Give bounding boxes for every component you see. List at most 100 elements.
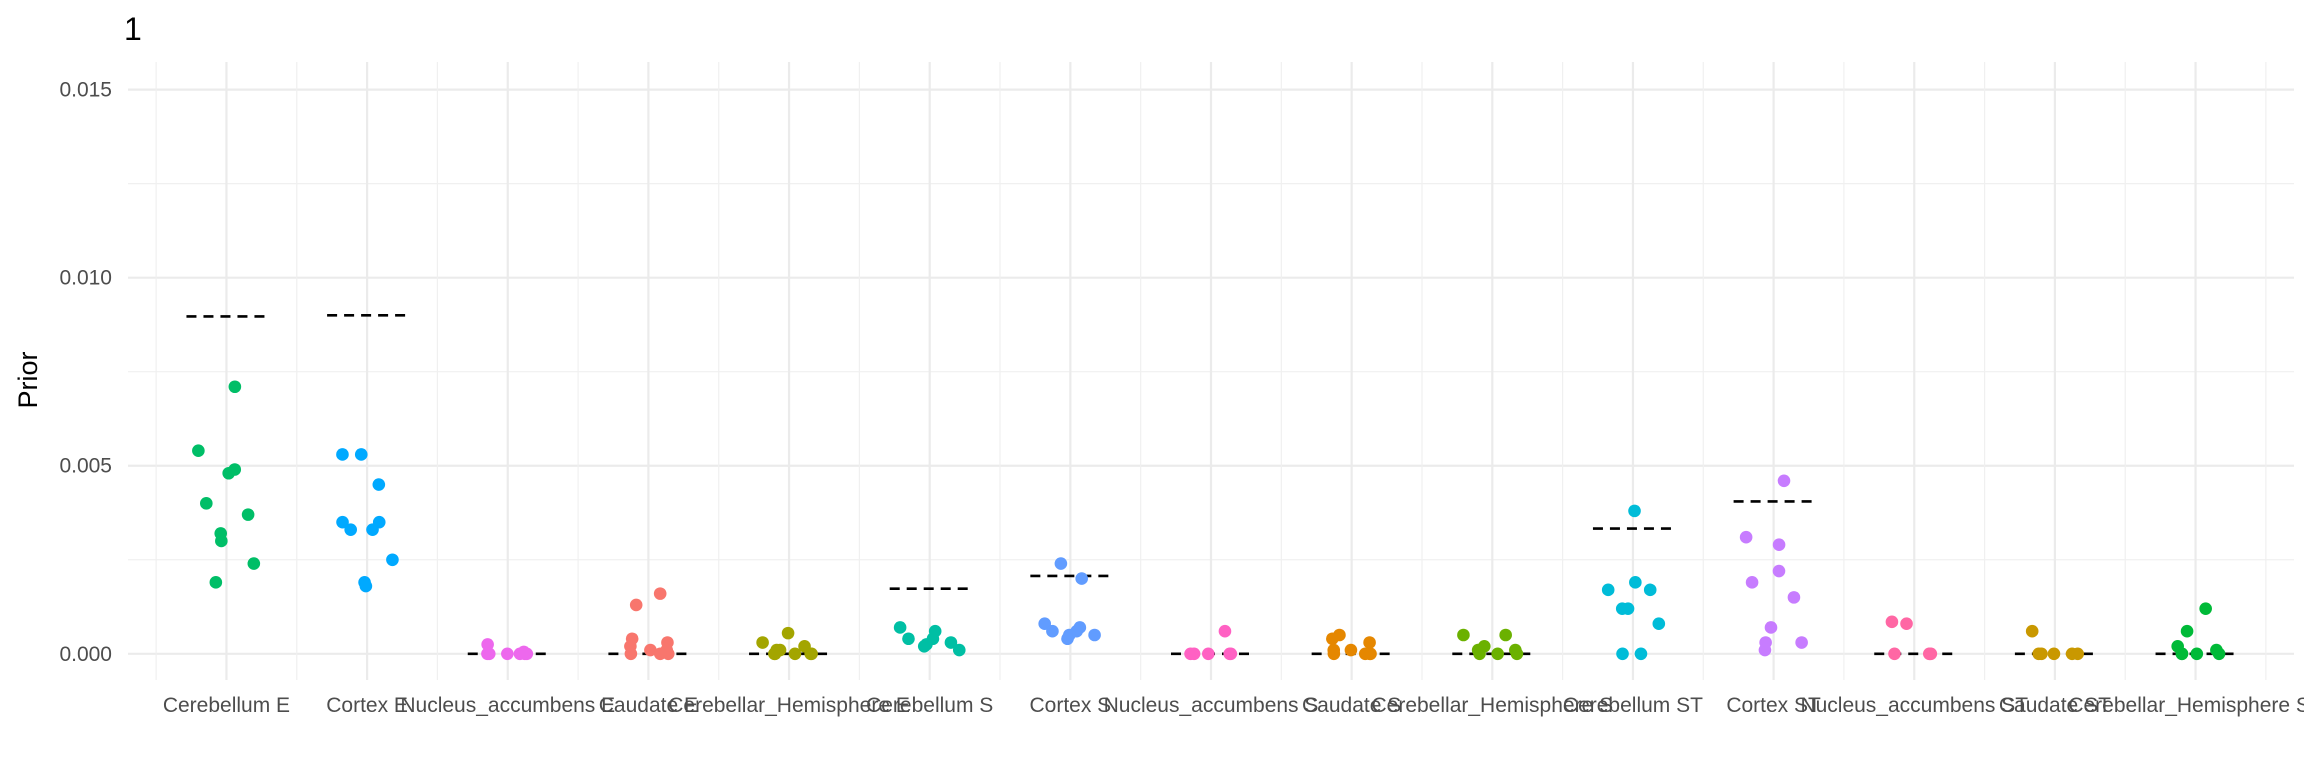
data-point	[1745, 576, 1759, 589]
x-tick-label: Caudate ST	[1999, 694, 2111, 717]
data-point	[902, 632, 915, 646]
x-tick-label: Cerebellar_Hemisphere ST	[2068, 694, 2304, 717]
data-point	[1075, 572, 1088, 585]
data-point	[1038, 617, 1052, 631]
data-point	[1601, 583, 1615, 597]
y-tick-label: 0.010	[59, 267, 112, 290]
data-point	[2190, 647, 2204, 661]
x-tick-label: Nucleus_accumbens S	[1104, 694, 1319, 717]
x-tick-label: Cerebellum S	[866, 694, 993, 717]
data-point	[200, 497, 213, 510]
data-point	[1224, 647, 1238, 661]
data-point	[2212, 647, 2226, 661]
data-point	[354, 448, 368, 461]
data-point	[222, 466, 235, 480]
data-point	[1358, 647, 1372, 661]
data-point	[336, 448, 349, 461]
data-point	[513, 647, 527, 661]
chart-title: 1	[124, 11, 142, 47]
data-point	[1061, 632, 1074, 646]
y-tick-label: 0.005	[59, 455, 112, 478]
data-point	[2180, 624, 2194, 638]
x-tick-label: Cerebellar_Hemisphere E	[668, 694, 910, 717]
data-point	[653, 647, 667, 661]
data-point	[1888, 647, 1901, 661]
data-point	[482, 647, 496, 661]
data-point	[366, 523, 379, 536]
y-axis-ticks: 0.000 0.005 0.010 0.015	[59, 79, 112, 666]
data-point	[2071, 647, 2084, 661]
data-point	[1088, 628, 1101, 642]
data-point	[944, 636, 958, 649]
data-point	[2047, 647, 2061, 661]
data-point	[481, 638, 494, 651]
y-tick-label: 0.000	[59, 643, 112, 666]
data-point	[781, 626, 795, 640]
data-point	[1491, 647, 1504, 661]
data-point	[804, 647, 817, 661]
data-point	[2035, 647, 2048, 661]
data-point	[1363, 636, 1376, 649]
x-tick-label: Cortex E	[326, 694, 408, 717]
data-point	[1218, 624, 1232, 638]
data-point	[228, 380, 242, 394]
x-tick-label: Caudate S	[1302, 694, 1401, 717]
data-point	[1923, 647, 1937, 661]
data-point	[1772, 564, 1786, 578]
data-point	[215, 534, 228, 548]
data-point	[1327, 647, 1341, 661]
data-point	[1616, 647, 1629, 661]
data-point	[247, 557, 261, 570]
data-point	[1629, 576, 1642, 589]
x-tick-label: Cerebellar_Hemisphere S	[1371, 694, 1613, 717]
data-point	[1652, 617, 1666, 631]
data-point	[2025, 624, 2039, 638]
data-point	[1344, 643, 1358, 657]
grid	[128, 62, 2294, 680]
data-point	[1885, 615, 1899, 629]
data-point	[241, 508, 255, 521]
data-point	[336, 515, 349, 529]
data-point	[359, 579, 373, 593]
data-point	[1643, 583, 1657, 597]
data-point	[192, 444, 205, 457]
x-tick-label: Nucleus_accumbens ST	[1800, 694, 2028, 717]
x-tick-label: Cerebellum ST	[1563, 694, 1703, 717]
data-points	[192, 380, 2226, 661]
data-point	[1758, 643, 1772, 657]
data-point	[209, 576, 223, 589]
x-tick-label: Nucleus_accumbens E	[400, 694, 615, 717]
data-point	[1628, 504, 1641, 518]
data-point	[788, 647, 802, 661]
data-point	[1510, 647, 1524, 661]
y-axis-title: Prior	[13, 351, 43, 408]
x-tick-label: Cerebellum E	[163, 694, 290, 717]
data-point	[501, 647, 514, 661]
data-point	[1473, 647, 1486, 661]
data-point	[1457, 628, 1470, 642]
data-point	[624, 647, 638, 661]
data-point	[2175, 647, 2189, 661]
data-point	[1326, 632, 1339, 646]
data-point	[653, 587, 667, 600]
data-point	[629, 598, 643, 612]
y-tick-label: 0.015	[59, 79, 112, 102]
data-point	[1772, 538, 1786, 552]
data-point	[1900, 617, 1913, 631]
data-point	[756, 636, 769, 649]
data-point	[1202, 647, 1215, 661]
data-point	[644, 643, 657, 657]
data-point	[1054, 557, 1068, 570]
data-point	[2199, 602, 2212, 615]
data-point	[1739, 530, 1753, 544]
x-tick-label: Caudate E	[599, 694, 698, 717]
data-point	[768, 647, 782, 661]
data-point	[893, 621, 907, 634]
data-point	[1777, 474, 1791, 488]
x-tick-label: Cortex S	[1029, 694, 1111, 717]
data-point	[344, 523, 357, 536]
data-point	[917, 639, 931, 653]
data-point	[1795, 636, 1808, 649]
